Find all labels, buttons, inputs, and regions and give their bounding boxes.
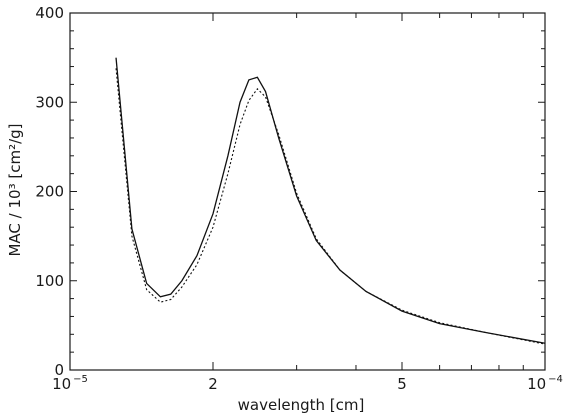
x-tick-label: 5 xyxy=(397,375,407,393)
series-line-solid xyxy=(115,57,546,344)
y-tick-label: 0 xyxy=(54,361,64,379)
data-point xyxy=(227,173,228,174)
series-solid xyxy=(115,57,546,344)
series-line-dotted xyxy=(115,68,546,345)
data-point xyxy=(196,264,197,265)
data-point xyxy=(248,100,249,101)
y-axis: 0 100 200 300 400 xyxy=(35,4,545,379)
x-tick-label: 10 −4 xyxy=(527,374,563,393)
x-axis-label: wavelength [cm] xyxy=(238,396,365,414)
y-axis-label: MAC / 10³ [cm²/g] xyxy=(6,123,24,256)
series-dotted xyxy=(115,68,546,345)
y-tick-label: 400 xyxy=(35,4,64,22)
x-tick-label: 10 −5 xyxy=(52,374,88,393)
x-axis: 10 −5 2 5 10 −4 xyxy=(52,13,563,393)
x-tick-label: 2 xyxy=(208,375,218,393)
series-layer xyxy=(115,57,546,345)
y-tick-label: 100 xyxy=(35,272,64,290)
y-tick-label: 300 xyxy=(35,93,64,111)
data-point xyxy=(239,124,240,125)
plot-border xyxy=(69,12,546,371)
y-tick-label: 200 xyxy=(35,183,64,201)
data-point xyxy=(160,302,161,303)
plot-frame xyxy=(69,12,546,371)
